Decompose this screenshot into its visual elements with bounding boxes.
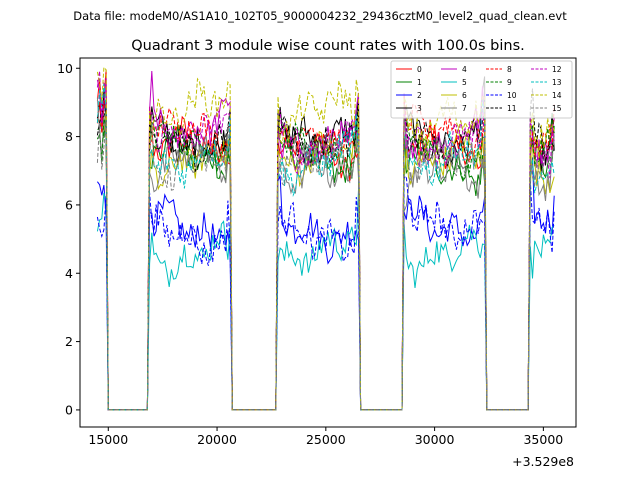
series-layer <box>96 66 555 411</box>
series-line-11 <box>96 88 555 411</box>
y-tick-label: 6 <box>65 197 73 212</box>
y-tick-label: 0 <box>65 402 73 417</box>
legend-label-2: 2 <box>417 91 422 100</box>
legend-frame <box>390 60 573 119</box>
legend-label-12: 12 <box>552 65 562 74</box>
legend-label-5: 5 <box>462 78 467 87</box>
x-tick-label: 35000 <box>523 432 563 447</box>
legend-label-11: 11 <box>507 104 517 113</box>
series-line-3 <box>96 76 555 411</box>
legend-label-1: 1 <box>417 78 422 87</box>
x-offset-label: +3.529e8 <box>512 454 574 469</box>
legend-label-13: 13 <box>552 78 562 87</box>
legend-label-10: 10 <box>507 91 517 100</box>
series-line-10 <box>96 175 555 411</box>
y-tick-label: 8 <box>65 129 73 144</box>
x-tick-label: 25000 <box>306 432 346 447</box>
x-tick-label: 15000 <box>88 432 128 447</box>
legend-label-14: 14 <box>552 91 562 100</box>
x-tick-label: 30000 <box>415 432 455 447</box>
series-line-14 <box>96 66 555 411</box>
y-tick-label: 10 <box>57 61 73 76</box>
legend-label-6: 6 <box>462 91 467 100</box>
legend-label-3: 3 <box>417 104 422 113</box>
series-line-5 <box>96 189 555 411</box>
legend-label-8: 8 <box>507 65 512 74</box>
legend-label-4: 4 <box>462 65 467 74</box>
y-tick-label: 4 <box>65 266 73 281</box>
series-line-13 <box>96 83 555 411</box>
legend-label-0: 0 <box>417 65 422 74</box>
series-line-15 <box>96 118 555 411</box>
series-line-12 <box>96 70 555 411</box>
plot-frame <box>79 57 577 428</box>
x-tick-label: 20000 <box>197 432 237 447</box>
legend-label-7: 7 <box>462 104 467 113</box>
y-tick-label: 2 <box>65 334 73 349</box>
series-line-6 <box>96 109 555 411</box>
figure-suptitle: Data file: modeM0/AS1A10_102T05_90000042… <box>73 9 567 23</box>
chart-title: Quadrant 3 module wise count rates with … <box>131 38 525 54</box>
legend-label-9: 9 <box>507 78 512 87</box>
legend-label-15: 15 <box>552 104 562 113</box>
